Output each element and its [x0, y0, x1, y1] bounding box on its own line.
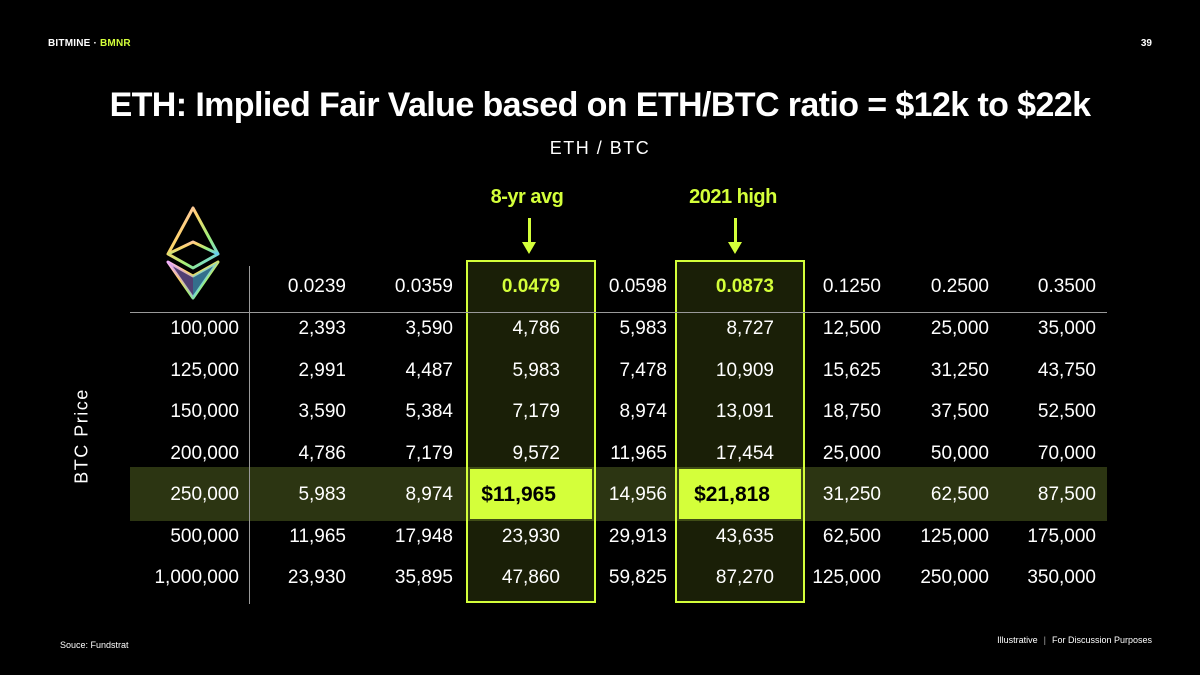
table-cell: 14,956 [608, 484, 667, 505]
table-cell: 31,250 [822, 484, 881, 505]
implied-fair-value: $11,965 [481, 483, 556, 506]
table-cell: 11,965 [289, 526, 346, 547]
ratio-header: 0.0598 [608, 276, 667, 297]
table-cell: 29,913 [608, 526, 667, 547]
table-cell: 9,572 [512, 443, 560, 464]
brand-ticker: BMNR [100, 38, 131, 49]
ratio-header: 0.0359 [394, 276, 453, 297]
btc-price-label: 125,000 [170, 360, 239, 381]
table-cell: 4,786 [512, 318, 560, 339]
highlight-cell-2021-high [679, 469, 801, 519]
highlight-row-band [130, 467, 1107, 521]
table-cell: 11,965 [610, 443, 667, 464]
table-cell: 23,930 [287, 567, 346, 588]
table-cell: 8,974 [619, 401, 667, 422]
ratio-header: 0.0239 [287, 276, 346, 297]
table-cell: 5,983 [298, 484, 346, 505]
table-cell: 3,590 [298, 401, 346, 422]
table-cell: 5,983 [512, 360, 560, 381]
btc-price-label: 1,000,000 [154, 567, 239, 588]
table-cell: 13,091 [715, 401, 774, 422]
btc-price-label: 250,000 [170, 484, 239, 505]
table-cell: 70,000 [1037, 443, 1096, 464]
btc-price-label: 500,000 [170, 526, 239, 547]
table-cell: 350,000 [1027, 567, 1096, 588]
footer-note: Illustrative | For Discussion Purposes [997, 635, 1152, 645]
table-cell: 25,000 [930, 318, 989, 339]
table-cell: 15,625 [822, 360, 881, 381]
table-cell: 35,000 [1037, 318, 1096, 339]
brand-label: BITMINE · BMNR [48, 38, 131, 49]
page-title: ETH: Implied Fair Value based on ETH/BTC… [109, 86, 1091, 124]
callout-2021-high: 2021 high [689, 186, 777, 208]
table-cell: 87,270 [715, 567, 774, 588]
table-cell: 8,974 [405, 484, 453, 505]
highlight-column-2021-high [675, 260, 805, 603]
table-cell: 175,000 [1027, 526, 1096, 547]
table-cell: 12,500 [822, 318, 881, 339]
table-cell: 3,590 [405, 318, 453, 339]
table-cell: 50,000 [930, 443, 989, 464]
table-cell: 125,000 [812, 567, 881, 588]
btc-price-label: 150,000 [170, 401, 239, 422]
table-cell: 2,393 [298, 318, 346, 339]
table-cell: 37,500 [930, 401, 989, 422]
table-cell: 35,895 [394, 567, 453, 588]
table-cell: 43,750 [1037, 360, 1096, 381]
table-cell: 7,478 [619, 360, 667, 381]
callout-8yr-avg: 8-yr avg [490, 186, 564, 208]
page-number: 39 [1140, 38, 1152, 49]
table-cell: 17,948 [394, 526, 453, 547]
table-cell: 7,179 [512, 401, 560, 422]
footer-illustrative: Illustrative [997, 635, 1038, 645]
table-cell: 5,384 [405, 401, 453, 422]
column-axis-title: ETH / BTC [549, 138, 651, 158]
table-cell: 250,000 [920, 567, 989, 588]
btc-price-label: 100,000 [170, 318, 239, 339]
table-cell: 10,909 [715, 360, 774, 381]
table-cell: 4,786 [298, 443, 346, 464]
table-cell: 2,991 [298, 360, 346, 381]
footer-discussion: For Discussion Purposes [1051, 635, 1152, 645]
table-cell: 17,454 [715, 443, 774, 464]
btc-price-label: 200,000 [170, 443, 239, 464]
table-cell: 8,727 [726, 318, 774, 339]
implied-fair-value: $21,818 [694, 483, 770, 506]
highlight-column-8yr-avg [466, 260, 596, 603]
table-cell: 47,860 [501, 567, 560, 588]
row-axis-title: BTC Price [71, 388, 92, 484]
ratio-header: 0.0479 [501, 276, 560, 297]
table-cell: 52,500 [1037, 401, 1096, 422]
table-cell: 5,983 [619, 318, 667, 339]
table-cell: 43,635 [715, 526, 774, 547]
table-cell: 62,500 [930, 484, 989, 505]
table-cell: 18,750 [822, 401, 881, 422]
table-cell: 59,825 [608, 567, 667, 588]
highlight-cell-8yr-avg [470, 469, 592, 519]
table-cell: 7,179 [405, 443, 453, 464]
source-note: Souce: Fundstrat [60, 640, 129, 650]
footer-separator: | [1043, 635, 1046, 645]
table-cell: 4,487 [405, 360, 453, 381]
header-divider [130, 312, 1107, 313]
ratio-header: 0.1250 [822, 276, 881, 297]
table-cell: 31,250 [930, 360, 989, 381]
table-cell: 23,930 [501, 526, 560, 547]
table-cell: 87,500 [1037, 484, 1096, 505]
table-cell: 125,000 [920, 526, 989, 547]
brand-name: BITMINE · [48, 38, 100, 49]
ethereum-icon [166, 206, 220, 300]
table-cell: 25,000 [822, 443, 881, 464]
ratio-header: 0.0873 [715, 276, 774, 297]
table-cell: 62,500 [822, 526, 881, 547]
ratio-header: 0.3500 [1037, 276, 1096, 297]
row-label-divider [249, 266, 250, 604]
ratio-header: 0.2500 [930, 276, 989, 297]
